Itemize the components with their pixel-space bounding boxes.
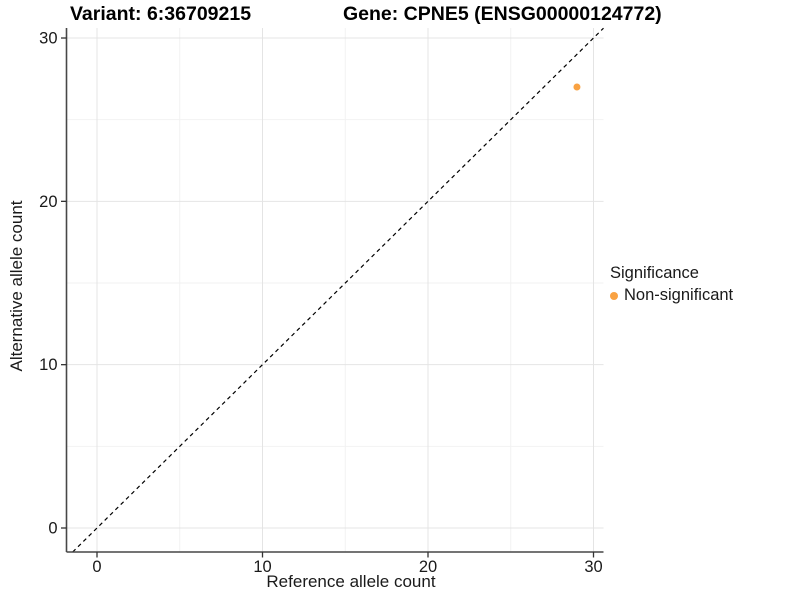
legend-point-swatch-icon	[610, 291, 618, 300]
y-tick-label: 30	[39, 30, 57, 48]
x-tick-label: 10	[253, 558, 271, 576]
y-tick-label: 0	[48, 520, 57, 538]
gene-title: Gene: CPNE5 (ENSG00000124772)	[343, 3, 662, 25]
x-tick-label: 30	[584, 558, 602, 576]
y-tick-label: 10	[39, 356, 57, 374]
y-tick-label: 20	[39, 193, 57, 211]
legend-item-non-significant: Non-significant	[610, 286, 733, 305]
variant-title: Variant: 6:36709215	[70, 3, 252, 25]
x-tick-label: 20	[419, 558, 437, 576]
x-axis-title: Reference allele count	[266, 572, 436, 591]
legend-title: Significance	[610, 264, 699, 282]
y-axis-title: Alternative allele count	[7, 200, 26, 372]
data-point	[573, 83, 581, 91]
legend-item-label: Non-significant	[624, 286, 734, 304]
identity-line	[72, 27, 604, 553]
x-tick-label: 0	[92, 558, 101, 576]
legend: Significance Non-significant	[610, 264, 733, 305]
